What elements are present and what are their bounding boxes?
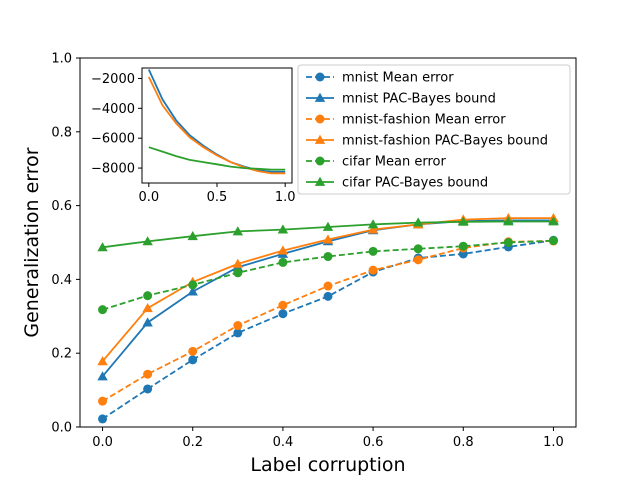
inset-y-tick-label: −4000 [91, 102, 135, 117]
data-point [323, 291, 333, 301]
legend-label: mnist PAC-Bayes bound [342, 92, 496, 107]
data-point [548, 236, 558, 246]
data-point [97, 371, 108, 381]
series-line-0 [102, 239, 554, 420]
data-point [322, 234, 334, 244]
data-point [367, 224, 379, 234]
series-line-4 [102, 239, 554, 311]
y-tick-label: 0.8 [51, 125, 72, 140]
data-point [187, 231, 198, 241]
y-tick-label: 1.0 [51, 52, 72, 67]
data-point [187, 286, 198, 296]
data-point [323, 252, 333, 262]
data-point [97, 356, 108, 366]
inset-x-tick-label: 0.0 [138, 190, 159, 205]
inset-y-tick-label: −2000 [91, 72, 135, 87]
series-line-2 [102, 240, 554, 402]
main-plot-frame [79, 57, 577, 428]
x-tick-label: 0.6 [363, 435, 384, 450]
inset-series-line-2 [148, 146, 286, 171]
y-tick-label: 0.6 [51, 199, 72, 214]
inset-y-tick-label: −6000 [91, 132, 135, 147]
legend-label: mnist-fashion Mean error [342, 113, 506, 128]
y-tick-label: 0.2 [51, 347, 72, 362]
data-point [233, 328, 243, 338]
data-point [458, 216, 469, 226]
data-point [278, 300, 288, 310]
data-point [143, 384, 153, 394]
data-point [413, 255, 423, 265]
legend-marker [315, 72, 325, 82]
data-point [368, 265, 378, 275]
data-point [368, 246, 378, 256]
x-axis-label: Label corruption [250, 454, 405, 476]
data-point [97, 242, 108, 252]
data-point [142, 302, 153, 313]
inset-y-tick-label: −8000 [91, 162, 135, 177]
legend-marker [314, 134, 326, 144]
data-point [412, 217, 424, 227]
x-tick-label: 1.0 [543, 435, 564, 450]
legend-label: mnist-fashion PAC-Bayes bound [342, 134, 548, 149]
data-point [98, 414, 108, 424]
data-point [232, 226, 244, 236]
inset-plot-frame [141, 67, 293, 184]
data-point [232, 258, 244, 268]
data-point [188, 346, 198, 356]
data-point [458, 241, 468, 251]
x-tick-label: 0.8 [453, 435, 474, 450]
x-tick-label: 0.4 [273, 435, 294, 450]
data-point [143, 291, 153, 301]
legend-marker [314, 92, 326, 102]
data-point [233, 268, 243, 278]
data-point [98, 396, 108, 406]
data-point [322, 221, 334, 231]
y-tick-label: 0.0 [51, 421, 72, 436]
data-point [142, 317, 153, 327]
x-tick-label: 0.0 [92, 435, 113, 450]
x-tick-label: 0.2 [182, 435, 203, 450]
data-point [367, 219, 379, 229]
data-point [98, 305, 108, 315]
y-axis-label: Generalization error [21, 147, 43, 337]
legend-marker [315, 114, 325, 124]
data-point [188, 355, 198, 365]
inset-x-tick-label: 0.5 [207, 190, 228, 205]
data-point [233, 321, 243, 331]
inset-x-tick-label: 1.0 [275, 190, 296, 205]
legend-marker [314, 176, 326, 186]
data-point [548, 216, 559, 226]
inset-series-line-1 [147, 76, 286, 175]
legend-marker [315, 156, 325, 166]
legend-box [297, 64, 571, 195]
data-point [503, 238, 513, 247]
data-point [142, 236, 153, 246]
data-point [503, 216, 514, 226]
y-tick-label: 0.4 [51, 273, 72, 288]
legend-label: cifar Mean error [342, 155, 446, 170]
data-point [277, 224, 289, 234]
data-point [277, 245, 289, 255]
data-point [413, 244, 423, 254]
legend-label: mnist Mean error [342, 71, 454, 86]
data-point [188, 280, 198, 290]
legend-label: cifar PAC-Bayes bound [342, 176, 488, 191]
data-point [143, 369, 153, 379]
data-point [278, 257, 288, 267]
data-point [323, 281, 333, 291]
data-point [278, 309, 288, 319]
